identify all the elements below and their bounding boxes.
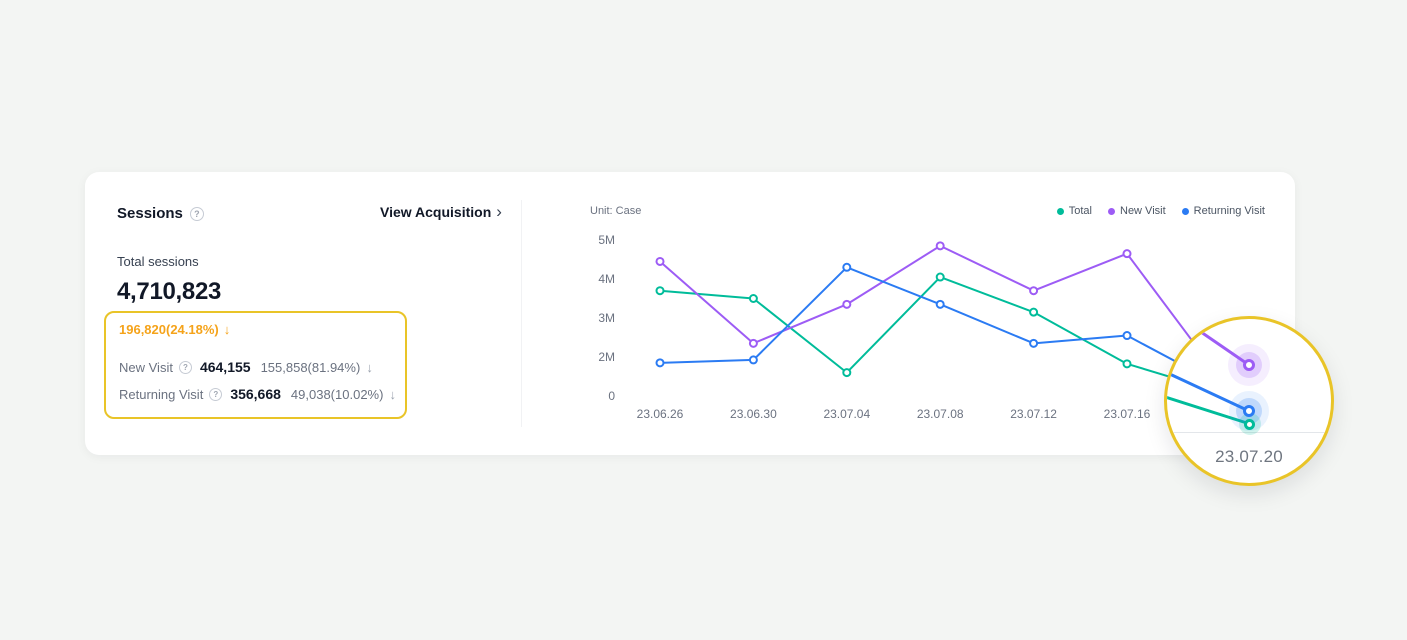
- zoom-callout-inner: 23.07.20: [1167, 319, 1331, 483]
- svg-text:4M: 4M: [598, 272, 615, 286]
- new-visit-point: [1243, 359, 1255, 371]
- svg-text:0: 0: [608, 389, 615, 403]
- legend-dot-new-visit: [1108, 207, 1115, 215]
- legend-item-new-visit[interactable]: New Visit: [1108, 205, 1166, 217]
- down-arrow-icon: ↓: [389, 386, 396, 402]
- panel-divider: [521, 200, 522, 427]
- legend-label-new-visit: New Visit: [1120, 205, 1166, 217]
- returning-visit-row: Returning Visit ? 356,668 49,038(10.02%)…: [119, 386, 396, 402]
- view-acquisition-label: View Acquisition: [380, 204, 492, 220]
- svg-text:23.07.04: 23.07.04: [823, 407, 870, 421]
- returning-visit-value: 356,668: [230, 386, 281, 402]
- svg-text:5M: 5M: [598, 233, 615, 247]
- returning-visit-point: [1243, 405, 1255, 417]
- zoom-callout: 23.07.20: [1164, 316, 1334, 486]
- down-arrow-icon: ↓: [366, 359, 373, 375]
- legend-label-returning-visit: Returning Visit: [1193, 205, 1265, 217]
- svg-text:23.06.30: 23.06.30: [730, 407, 777, 421]
- returning-visit-label: Returning Visit: [119, 386, 204, 402]
- new-visit-row: New Visit ? 464,155 155,858(81.94%) ↓: [119, 359, 373, 375]
- zoom-line-returning-visit: [1167, 371, 1251, 413]
- new-visit-delta: 155,858(81.94%): [260, 359, 361, 375]
- chart-legend: Total New Visit Returning Visit: [1056, 205, 1265, 217]
- svg-text:23.07.16: 23.07.16: [1104, 407, 1151, 421]
- zoom-date-label: 23.07.20: [1215, 447, 1283, 466]
- help-icon[interactable]: ?: [189, 206, 204, 221]
- card-title: Sessions: [117, 205, 183, 222]
- total-delta: 196,820(24.18%) ↓: [119, 322, 230, 337]
- info-icon[interactable]: ?: [209, 387, 223, 401]
- svg-text:23.07.12: 23.07.12: [1010, 407, 1057, 421]
- sessions-card: Sessions ? View Acquisition › Total sess…: [85, 172, 1295, 455]
- svg-text:3M: 3M: [598, 311, 615, 325]
- zoom-line-new-visit: [1183, 319, 1251, 367]
- svg-text:23.07.08: 23.07.08: [917, 407, 964, 421]
- legend-dot-returning-visit: [1181, 207, 1189, 215]
- zoom-line-segments: [1167, 319, 1252, 426]
- zoom-axis-line: [1167, 432, 1331, 433]
- total-point: [1244, 419, 1255, 430]
- view-acquisition-link[interactable]: View Acquisition ›: [380, 202, 502, 221]
- svg-text:2M: 2M: [598, 350, 615, 364]
- total-sessions-label: Total sessions: [117, 254, 199, 269]
- total-sessions-value: 4,710,823: [117, 278, 222, 305]
- svg-text:23.06.26: 23.06.26: [637, 407, 684, 421]
- info-icon[interactable]: ?: [178, 360, 192, 374]
- returning-visit-delta: 49,038(10.02%): [290, 386, 384, 402]
- card-title-row: Sessions ?: [117, 205, 204, 222]
- highlight-outline: 196,820(24.18%) ↓ New Visit ? 464,155 15…: [104, 311, 407, 419]
- chevron-right-icon: ›: [496, 202, 502, 221]
- unit-label: Unit: Case: [590, 205, 642, 217]
- legend-label-total: Total: [1068, 205, 1092, 217]
- new-visit-label: New Visit: [119, 359, 173, 375]
- down-arrow-icon: ↓: [223, 322, 231, 337]
- legend-item-total[interactable]: Total: [1056, 205, 1092, 217]
- legend-dot-total: [1056, 207, 1064, 215]
- total-delta-text: 196,820(24.18%): [119, 322, 219, 337]
- new-visit-value: 464,155: [199, 359, 251, 375]
- zoom-line-total: [1167, 395, 1252, 426]
- legend-item-returning-visit[interactable]: Returning Visit: [1181, 205, 1265, 217]
